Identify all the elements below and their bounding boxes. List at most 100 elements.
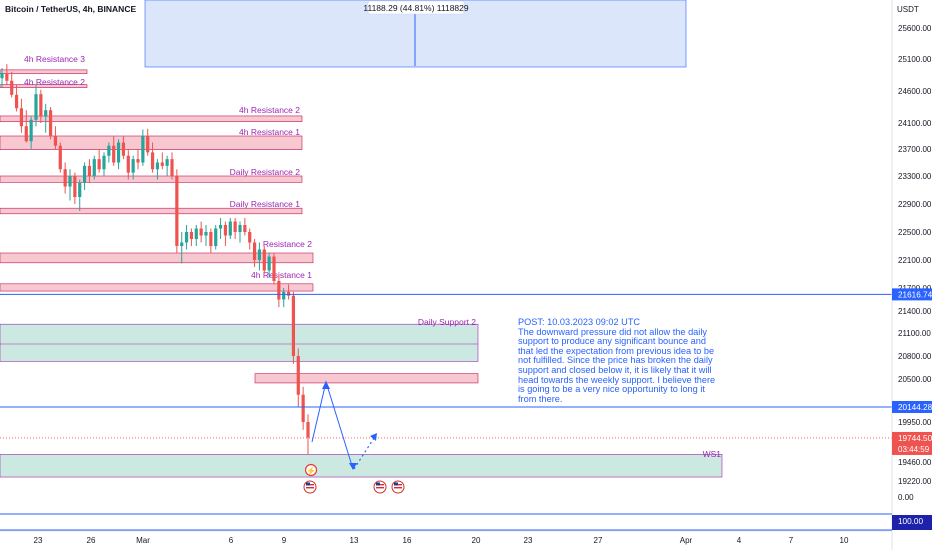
zone-label: WS1 — [703, 449, 722, 459]
candle-body — [180, 242, 184, 246]
candle-body — [0, 73, 4, 79]
candle-body — [131, 159, 135, 173]
price-marker-box — [892, 288, 932, 301]
candle-body — [194, 228, 198, 239]
indicator-tick-label: 0.00 — [898, 493, 914, 502]
zone-label: Daily Resistance 2 — [230, 167, 301, 177]
candle-body — [48, 110, 53, 136]
event-markers[interactable]: ⚡ — [303, 463, 405, 494]
measure-label: 11188.29 (44.81%) 1118829 — [363, 3, 469, 13]
candle-body — [175, 176, 179, 246]
candle-body — [204, 232, 208, 236]
resistance-zone[interactable] — [0, 69, 88, 75]
indicator-marker-box — [892, 515, 932, 530]
candle-body — [184, 232, 189, 243]
candle-body — [107, 145, 111, 156]
candle-body — [238, 225, 242, 232]
price-tick-label: 21400.00 — [898, 307, 932, 316]
price-tick-label: 22100.00 — [898, 256, 932, 265]
zone-label: 4h Resistance 3 — [24, 54, 85, 64]
projection-arrowhead-up — [322, 381, 330, 389]
zone-label: Daily Resistance 1 — [230, 199, 301, 209]
resistance-zone[interactable] — [254, 373, 479, 384]
time-tick-label: 23 — [524, 536, 533, 545]
candle-body — [228, 221, 232, 236]
indicator-marker-label: 100.00 — [898, 517, 923, 526]
candle-body — [116, 142, 121, 163]
price-axis[interactable]: 25600.00 25100.00 24600.00 24100.00 23700.00… — [891, 0, 932, 550]
support-zone[interactable] — [0, 454, 723, 478]
candle-body — [92, 159, 96, 176]
candle-body — [146, 136, 150, 153]
candle-body — [121, 142, 126, 156]
price-marker-label: 21616.74 — [898, 290, 932, 299]
us-flag-event-icon[interactable] — [303, 480, 317, 494]
candle-body — [97, 159, 101, 170]
candle-body — [209, 232, 213, 246]
resistance-zone[interactable] — [0, 115, 303, 123]
time-tick-label: 7 — [789, 536, 794, 545]
measure-label-box — [367, 0, 465, 15]
flag-canton — [306, 482, 310, 486]
candle-body — [165, 159, 169, 166]
resistance-zone[interactable] — [0, 135, 303, 150]
price-tick-label: 19460.00 — [898, 458, 932, 467]
projection-path[interactable] — [311, 380, 377, 470]
candle-body — [296, 356, 300, 395]
candle-body — [53, 136, 58, 146]
us-flag-event-icon[interactable] — [391, 480, 405, 494]
price-tick-label: 20500.00 — [898, 375, 932, 384]
zone-label: 4h Resistance 2 — [239, 105, 300, 115]
resistance-zone[interactable] — [0, 283, 314, 292]
candle-body — [73, 176, 77, 197]
flag-stripe — [306, 487, 314, 489]
time-tick-label: Apr — [680, 536, 693, 545]
zone-label: 4h Resistance 1 — [251, 270, 312, 280]
projection-arrowhead-dotted — [370, 433, 377, 441]
resistance-zone[interactable] — [0, 175, 303, 183]
candle-body — [291, 295, 296, 356]
candle-body — [68, 176, 72, 187]
candle-body — [136, 159, 140, 163]
resistance-zone[interactable] — [0, 252, 314, 264]
candle-body — [233, 221, 237, 232]
flag-stripe — [394, 487, 402, 489]
symbol-title: Bitcoin / TetherUS, 4h, BINANCE — [5, 4, 136, 14]
price-marker-box — [892, 400, 932, 413]
support-zone[interactable] — [0, 323, 479, 362]
candle-body — [223, 225, 228, 236]
candle-body — [24, 126, 28, 142]
post-note-text: POST: 10.03.2023 09:02 UTC The downward … — [518, 317, 716, 404]
time-axis[interactable]: 23 26 Mar 6 9 13 16 20 23 27 Apr 4 7 10 — [0, 530, 892, 545]
flag-canton — [394, 482, 398, 486]
candle-body — [87, 165, 92, 176]
time-tick-label: 27 — [594, 536, 603, 545]
resistance-zone[interactable] — [0, 84, 88, 88]
event-lightning-icon[interactable] — [304, 463, 318, 477]
time-tick-label: 16 — [403, 536, 412, 545]
candle-body — [306, 422, 310, 438]
price-tick-label: 19220.00 — [898, 477, 932, 486]
price-tick-label: 23300.00 — [898, 172, 932, 181]
candle-body — [155, 162, 160, 170]
price-tick-label: 22900.00 — [898, 200, 932, 209]
measure-tool[interactable]: 11188.29 (44.81%) 1118829 — [144, 0, 687, 68]
price-tick-label: 24600.00 — [898, 87, 932, 96]
candle-body — [252, 242, 257, 260]
candle-layer — [0, 64, 310, 455]
candle-body — [286, 291, 291, 296]
projection-dotted[interactable] — [353, 434, 377, 470]
candle-body — [170, 159, 174, 176]
candle-body — [63, 169, 67, 187]
candle-body — [160, 162, 164, 166]
zone-label: 4h Resistance 1 — [239, 127, 300, 137]
candle-body — [218, 225, 223, 229]
us-flag-event-icon[interactable] — [373, 480, 387, 494]
time-tick-label: 23 — [34, 536, 43, 545]
resistance-zone[interactable] — [0, 207, 303, 215]
candle-body — [267, 256, 271, 271]
indicator-pane: 0.00 100.00 — [0, 493, 932, 531]
candle-body — [10, 80, 14, 95]
lightning-glyph: ⚡ — [306, 466, 316, 476]
